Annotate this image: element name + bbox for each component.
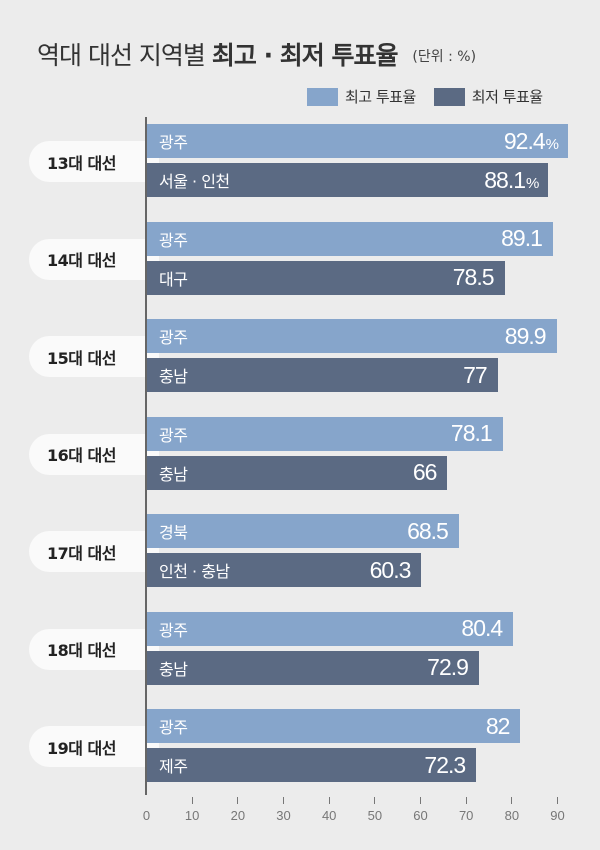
bar-region-label: 경북	[159, 523, 188, 542]
value-number: 72.9	[427, 654, 469, 680]
bar-value-label: 72.3	[424, 752, 466, 779]
category-label: 14대 대선	[29, 238, 159, 280]
x-tick-label: 40	[321, 808, 337, 823]
bar-region-label: 서울 · 인천	[159, 172, 230, 191]
value-number: 78.1	[450, 420, 493, 446]
bar-region-label: 광주	[159, 718, 188, 737]
legend: 최고 투표율 최저 투표율	[307, 86, 561, 107]
value-number: 66	[412, 459, 438, 485]
bar-value-label: 89.9	[505, 323, 547, 350]
value-number: 78.5	[452, 264, 495, 290]
bar-low: 서울 · 인천 88.1%	[147, 163, 549, 197]
category-label: 15대 대선	[29, 336, 159, 377]
x-tick	[374, 797, 376, 804]
x-tick	[283, 797, 284, 804]
x-tick	[465, 797, 467, 804]
category-label: 19대 대선	[29, 726, 159, 767]
x-tick	[328, 797, 330, 804]
value-suffix: %	[545, 135, 559, 153]
chart-title: 역대 대선 지역별 최고 · 최저 투표율 (단위 : %)	[37, 36, 476, 72]
bar-value-label: 78.1	[451, 420, 493, 447]
value-number: 60.3	[369, 556, 412, 583]
bar-region-label: 충남	[159, 659, 188, 679]
title-bold: 최고 · 최저 투표율	[211, 41, 399, 70]
value-number: 89.1	[501, 225, 543, 251]
bar-region-label: 광주	[159, 328, 188, 347]
bar-low: 충남 72.9	[147, 650, 479, 685]
x-tick	[420, 797, 422, 804]
bar-region-label: 인천 · 충남	[159, 562, 230, 581]
value-number: 92.4	[503, 127, 546, 154]
value-number: 80.4	[461, 615, 503, 641]
bar-low: 대구 78.5	[147, 260, 505, 295]
x-tick	[511, 797, 513, 804]
bar-high: 광주 80.4	[147, 611, 514, 646]
legend-swatch-low	[433, 87, 465, 106]
category-label: 17대 대선	[29, 531, 159, 572]
bar-high: 광주 92.4%	[147, 124, 568, 158]
x-tick	[557, 797, 559, 804]
bar-value-label: 82	[486, 713, 511, 740]
bar-value-label: 68.5	[407, 518, 449, 545]
bar-value-label: 88.1%	[484, 166, 539, 194]
bar-low: 인천 · 충남 60.3	[147, 553, 422, 587]
unit-label: (단위 : %)	[412, 49, 477, 65]
x-tick	[191, 797, 193, 804]
value-number: 72.3	[424, 751, 466, 778]
bar-region-label: 제주	[159, 757, 188, 776]
bar-region-label: 충남	[159, 367, 188, 386]
value-number: 82	[485, 712, 511, 739]
value-number: 77	[463, 361, 488, 388]
bar-high: 광주 89.1	[147, 221, 553, 256]
category-label: 16대 대선	[29, 433, 159, 475]
x-tick	[237, 797, 239, 804]
bar-region-label: 광주	[159, 620, 188, 640]
bar-region-label: 광주	[159, 133, 188, 152]
legend-swatch-high	[307, 87, 338, 106]
value-suffix: %	[526, 174, 539, 192]
bar-high: 광주 82	[147, 709, 521, 743]
bar-low: 충남 77	[147, 358, 498, 392]
bar-region-label: 광주	[159, 425, 188, 445]
value-number: 68.5	[407, 517, 449, 544]
bar-value-label: 72.9	[427, 654, 469, 681]
category-label: 13대 대선	[29, 141, 159, 182]
bar-value-label: 77	[463, 362, 488, 389]
x-tick-label: 0	[142, 808, 151, 823]
bar-value-label: 92.4%	[503, 127, 559, 155]
legend-label-high: 최고 투표율	[345, 88, 416, 106]
bar-value-label: 78.5	[453, 264, 495, 291]
x-tick-label: 80	[504, 808, 520, 823]
x-tick-label: 60	[413, 808, 428, 823]
bar-value-label: 60.3	[370, 557, 412, 584]
title-normal: 역대 대선 지역별	[37, 41, 206, 70]
y-axis-line	[145, 117, 147, 795]
bar-high: 경북 68.5	[147, 514, 459, 548]
bar-low: 제주 72.3	[147, 748, 477, 782]
x-tick-label: 10	[184, 808, 200, 823]
legend-label-low: 최저 투표율	[471, 88, 543, 106]
bar-high: 광주 89.9	[147, 319, 557, 353]
x-tick-label: 30	[276, 808, 291, 823]
legend-item-high: 최고 투표율	[307, 86, 416, 107]
bar-region-label: 대구	[159, 269, 188, 289]
bar-value-label: 66	[413, 459, 438, 486]
x-tick-label: 90	[550, 808, 565, 823]
bar-high: 광주 78.1	[147, 416, 503, 451]
x-tick-label: 20	[230, 808, 246, 823]
x-tick-label: 70	[458, 808, 474, 823]
legend-item-low: 최저 투표율	[433, 86, 543, 107]
value-number: 88.1	[484, 166, 526, 193]
bar-value-label: 80.4	[461, 615, 503, 642]
x-tick-label: 50	[367, 808, 383, 823]
bar-region-label: 광주	[159, 230, 188, 250]
bar-low: 충남 66	[147, 455, 448, 490]
category-label: 18대 대선	[29, 628, 159, 670]
bar-region-label: 충남	[159, 464, 188, 484]
bar-value-label: 89.1	[501, 225, 543, 252]
value-number: 89.9	[504, 322, 547, 349]
